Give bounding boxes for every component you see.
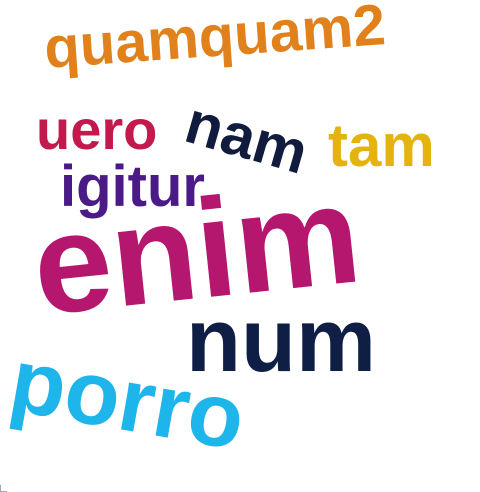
word-num: num: [186, 291, 376, 391]
word-tam: tam: [328, 112, 435, 179]
word-uero: uero: [36, 98, 158, 161]
word-quamquam2: quamquam2: [42, 0, 388, 81]
word-igitur: igitur: [60, 154, 205, 219]
corner-mark: [0, 485, 7, 492]
